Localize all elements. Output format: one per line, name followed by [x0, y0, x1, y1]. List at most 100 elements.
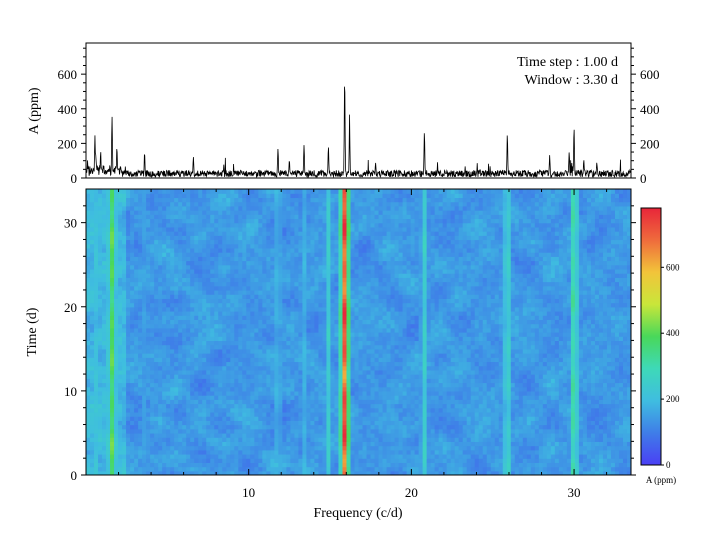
heatmap-cell	[510, 428, 516, 434]
heatmap-cell	[626, 348, 631, 354]
heatmap-cell	[90, 386, 95, 392]
heatmap-cell	[162, 374, 167, 379]
heatmap-cell	[434, 361, 440, 367]
heatmap-cell	[522, 382, 528, 388]
heatmap-cell	[626, 374, 631, 379]
heatmap-cell	[98, 369, 103, 375]
heatmap-cell	[210, 361, 215, 367]
heatmap-cell	[550, 407, 556, 413]
heatmap-cell	[326, 323, 332, 329]
heatmap-cell	[354, 336, 360, 342]
heatmap-cell	[414, 327, 420, 333]
heatmap-cell	[234, 353, 239, 358]
heatmap-cell	[230, 403, 235, 409]
heatmap-cell	[154, 332, 159, 337]
heatmap-cell	[454, 353, 460, 358]
heatmap-cell	[326, 466, 332, 472]
heatmap-cell	[378, 369, 384, 375]
heatmap-cell	[194, 336, 199, 342]
heatmap-cell	[386, 378, 392, 384]
heatmap-cell	[566, 466, 572, 472]
heatmap-cell	[574, 441, 580, 447]
heatmap-cell	[218, 365, 223, 371]
heatmap-cell	[554, 390, 560, 396]
heatmap-cell	[194, 445, 199, 451]
heatmap-cell	[210, 407, 215, 413]
heatmap-cell	[218, 395, 223, 400]
heatmap-cell	[510, 466, 516, 472]
heatmap-cell	[542, 365, 548, 371]
heatmap-cell	[266, 361, 271, 367]
heatmap-cell	[410, 353, 416, 358]
heatmap-cell	[498, 353, 504, 358]
heatmap-cell	[278, 403, 283, 409]
heatmap-cell	[118, 411, 123, 417]
heatmap-cell	[222, 470, 227, 475]
heatmap-cell	[482, 458, 488, 463]
heatmap-cell	[518, 424, 524, 430]
heatmap-cell	[302, 441, 308, 447]
heatmap-cell	[342, 445, 348, 451]
heatmap-cell	[350, 332, 356, 337]
heatmap-cell	[190, 424, 195, 430]
heatmap-cell	[90, 432, 95, 438]
heatmap-cell	[606, 348, 612, 354]
heatmap-cell	[334, 353, 340, 358]
heatmap-cell	[322, 357, 328, 363]
heatmap-cell	[386, 323, 392, 329]
heatmap-cell	[106, 357, 111, 363]
heatmap-cell	[274, 340, 279, 346]
heatmap-cell	[158, 449, 163, 455]
heatmap-cell	[474, 449, 480, 455]
heatmap-cell	[138, 458, 143, 463]
heatmap-cell	[490, 365, 496, 371]
heatmap-cell	[114, 458, 119, 463]
heatmap-cell	[122, 466, 127, 472]
heatmap-cell	[122, 382, 127, 388]
heatmap-cell	[166, 336, 171, 342]
heatmap-cell	[414, 428, 420, 434]
heatmap-cell	[534, 332, 540, 337]
heatmap-cell	[414, 344, 420, 350]
heatmap-cell	[178, 424, 183, 430]
heatmap-cell	[354, 332, 360, 337]
heatmap-cell	[554, 441, 560, 447]
heatmap-cell	[382, 432, 388, 438]
heatmap-cell	[434, 411, 440, 417]
heatmap-cell	[566, 382, 572, 388]
heatmap-cell	[106, 403, 111, 409]
heatmap-cell	[318, 449, 324, 455]
heatmap-cell	[358, 407, 364, 413]
heatmap-cell	[182, 327, 187, 333]
heatmap-cell	[346, 432, 352, 438]
heatmap-cell	[366, 407, 372, 413]
heatmap-cell	[342, 327, 348, 333]
heatmap-cell	[218, 340, 223, 346]
heatmap-cell	[262, 462, 267, 468]
heatmap-cell	[342, 441, 348, 447]
heatmap-cell	[510, 378, 516, 384]
heatmap-cell	[94, 336, 99, 342]
heatmap-cell	[146, 344, 151, 350]
heatmap-cell	[534, 453, 540, 459]
heatmap-cell	[366, 466, 372, 472]
heatmap-cell	[466, 441, 472, 447]
heatmap-cell	[414, 374, 420, 379]
heatmap-cell	[218, 462, 223, 468]
heatmap-cell	[450, 449, 456, 455]
heatmap-cell	[294, 462, 299, 468]
heatmap-cell	[526, 395, 532, 400]
heatmap-cell	[394, 466, 400, 472]
heatmap-cell	[358, 386, 364, 392]
heatmap-cell	[506, 348, 512, 354]
heatmap-cell	[206, 344, 211, 350]
heatmap-cell	[462, 390, 468, 396]
heatmap-cell	[118, 357, 123, 363]
heatmap-cell	[426, 340, 432, 346]
heatmap-cell	[458, 449, 464, 455]
heatmap-cell	[106, 327, 111, 333]
heatmap-cell	[114, 416, 119, 421]
heatmap-cell	[242, 416, 247, 421]
heatmap-cell	[182, 369, 187, 375]
heatmap-cell	[350, 437, 356, 442]
